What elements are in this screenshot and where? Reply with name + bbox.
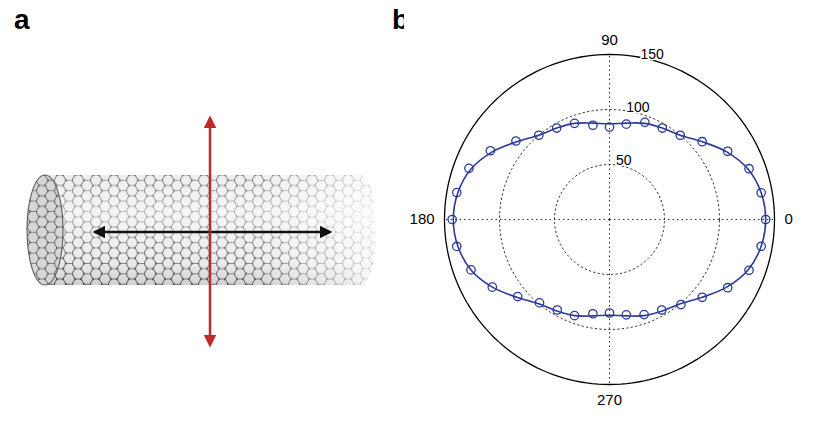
svg-text:180: 180 <box>410 210 435 227</box>
svg-text:50: 50 <box>616 152 632 168</box>
svg-text:90: 90 <box>601 31 618 48</box>
html-text:a: a <box>14 4 30 35</box>
svg-text:150: 150 <box>641 46 665 62</box>
svg-text:270: 270 <box>597 391 622 408</box>
html-text:b: b <box>392 4 410 35</box>
svg-text:100: 100 <box>626 99 650 115</box>
svg-text:0: 0 <box>784 210 792 227</box>
